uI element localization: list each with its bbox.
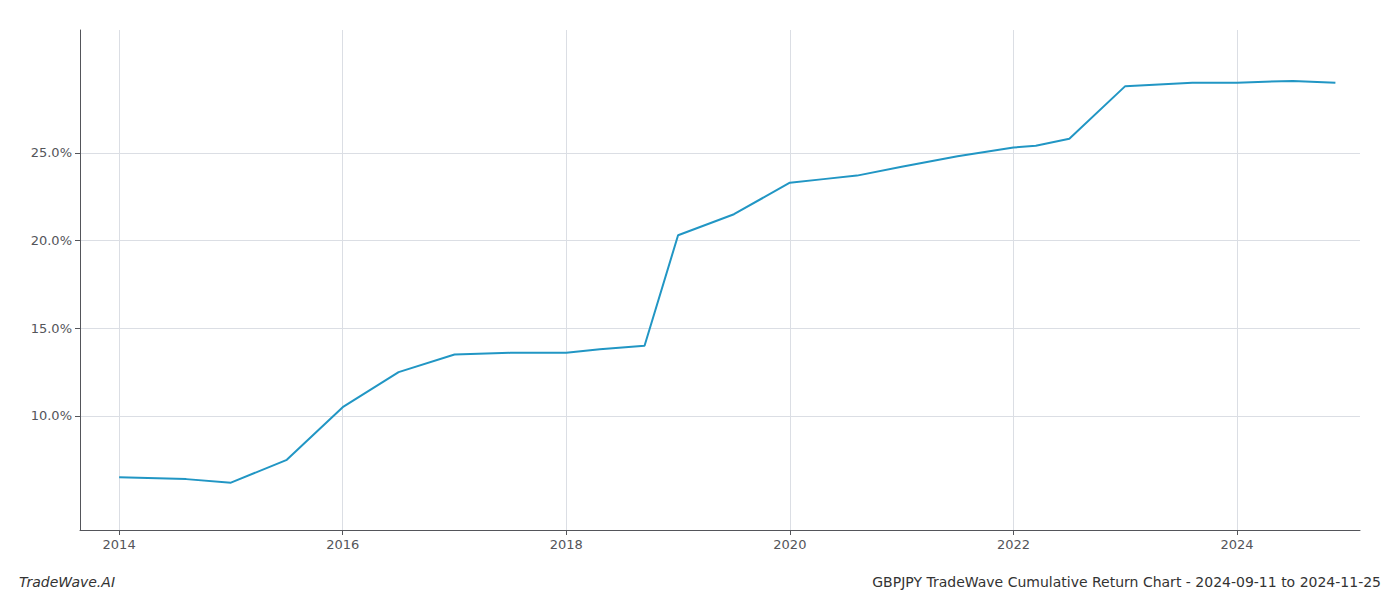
svg-text:10.0%: 10.0% bbox=[31, 408, 72, 423]
svg-text:20.0%: 20.0% bbox=[31, 233, 72, 248]
svg-text:2020: 2020 bbox=[773, 537, 806, 552]
svg-text:TradeWave.AI: TradeWave.AI bbox=[19, 574, 115, 590]
svg-text:2014: 2014 bbox=[103, 537, 136, 552]
svg-text:2016: 2016 bbox=[326, 537, 359, 552]
svg-text:2024: 2024 bbox=[1220, 537, 1253, 552]
svg-text:GBPJPY TradeWave Cumulative Re: GBPJPY TradeWave Cumulative Return Chart… bbox=[872, 574, 1381, 590]
svg-text:25.0%: 25.0% bbox=[31, 145, 72, 160]
svg-text:2022: 2022 bbox=[997, 537, 1030, 552]
svg-text:2018: 2018 bbox=[550, 537, 583, 552]
svg-text:15.0%: 15.0% bbox=[31, 321, 72, 336]
